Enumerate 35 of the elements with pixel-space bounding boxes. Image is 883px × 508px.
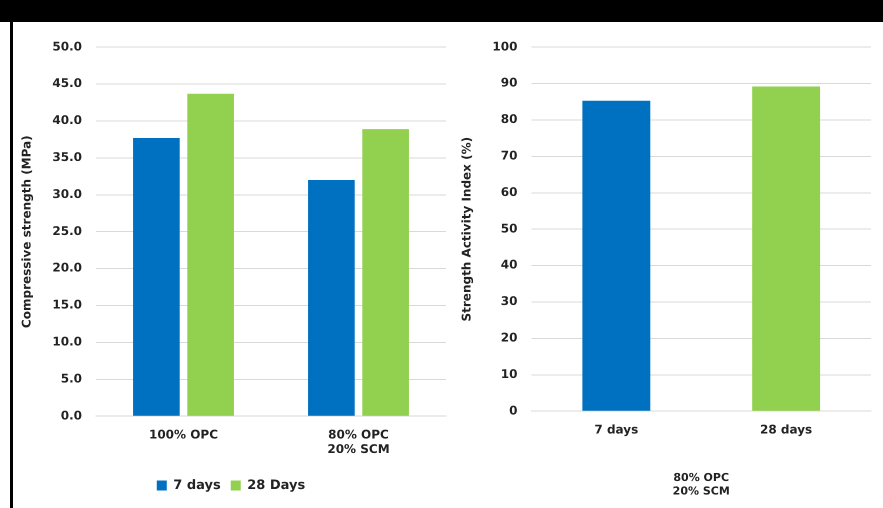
y-tick-label: 15.0: [52, 298, 82, 312]
y-tick-label: 5.0: [60, 371, 82, 386]
y-tick-label: 35.0: [52, 150, 82, 164]
x-tick-label: 80% OPC 20% SCM: [327, 428, 390, 456]
x-axis-title: 80% OPC 20% SCM: [672, 471, 730, 498]
x-tick-label: 100% OPC: [148, 428, 218, 442]
bar: [308, 180, 355, 416]
y-tick-label: 45.0: [52, 76, 82, 90]
x-tick-label: 7 days: [594, 422, 638, 437]
y-tick-label: 10: [500, 366, 518, 381]
bar: [133, 138, 180, 416]
y-tick-label: 80: [500, 112, 518, 126]
y-tick-label: 25.0: [52, 224, 82, 238]
y-tick-label: 20.0: [52, 260, 82, 275]
bar: [187, 94, 234, 416]
y-axis-title: Compressive strength (MPa): [19, 135, 34, 328]
x-tick-label: 28 days: [760, 422, 812, 437]
y-axis-title: Strength Activity Index (%): [459, 136, 474, 322]
y-tick-label: 30.0: [52, 186, 82, 201]
legend-label: 28 Days: [247, 478, 306, 493]
y-tick-label: 60: [500, 184, 518, 199]
bar: [362, 129, 409, 416]
legend-label: 7 days: [173, 478, 221, 493]
y-tick-label: 90: [500, 76, 518, 90]
y-tick-label: 20: [500, 330, 518, 345]
y-tick-label: 70: [500, 148, 518, 163]
y-tick-label: 0.0: [60, 408, 82, 422]
y-tick-label: 30: [500, 294, 518, 308]
y-tick-label: 50: [500, 221, 518, 236]
y-tick-label: 100: [492, 39, 518, 54]
y-tick-label: 50.0: [52, 39, 82, 54]
y-tick-label: 40: [500, 258, 518, 272]
y-tick-label: 0: [509, 403, 518, 418]
y-tick-label: 10.0: [52, 334, 82, 349]
y-tick-label: 40.0: [52, 113, 82, 128]
